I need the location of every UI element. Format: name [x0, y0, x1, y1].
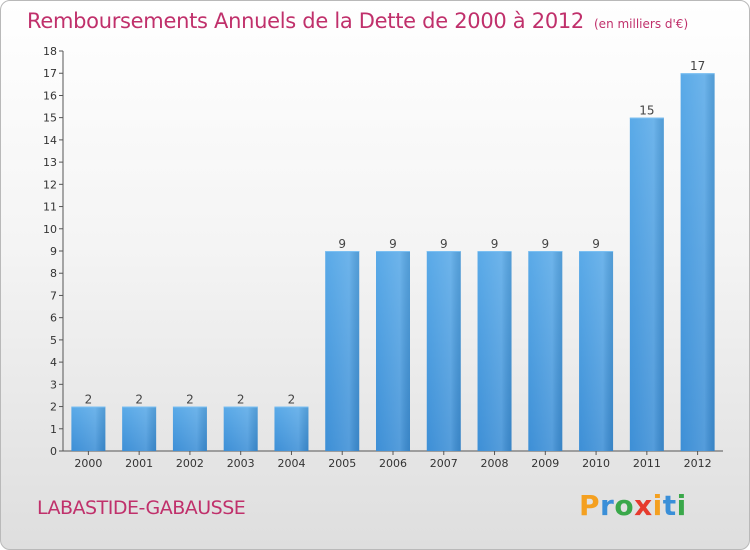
- bar-shade: [477, 251, 512, 451]
- logo-letter: o: [614, 489, 635, 522]
- x-tick-label: 2008: [481, 457, 509, 470]
- data-label: 9: [541, 237, 549, 251]
- x-tick-label: 2010: [582, 457, 610, 470]
- data-label: 15: [639, 104, 654, 118]
- y-tick-label: 4: [50, 356, 57, 369]
- data-label: 2: [186, 393, 194, 407]
- y-tick-label: 9: [50, 245, 57, 258]
- y-tick-label: 0: [50, 445, 57, 458]
- y-tick-label: 18: [43, 45, 57, 58]
- chart-title-text: Remboursements Annuels de la Dette de 20…: [27, 9, 584, 33]
- data-label: 2: [237, 393, 245, 407]
- logo-letter: P: [579, 489, 601, 522]
- logo-letter: x: [634, 489, 653, 522]
- y-tick-label: 7: [50, 289, 57, 302]
- bar-shade: [680, 73, 715, 451]
- y-tick-label: 2: [50, 401, 57, 414]
- logo-letter: i: [676, 489, 687, 522]
- data-label: 2: [85, 393, 93, 407]
- data-label: 17: [690, 59, 705, 73]
- bar-shade: [223, 406, 258, 451]
- proxiti-logo: Proxiti: [579, 489, 687, 522]
- x-tick-label: 2012: [684, 457, 712, 470]
- y-tick-label: 6: [50, 312, 57, 325]
- bar-shade: [172, 406, 207, 451]
- data-label: 9: [592, 237, 600, 251]
- x-tick-label: 2004: [277, 457, 305, 470]
- y-tick-label: 5: [50, 334, 57, 347]
- x-tick-label: 2006: [379, 457, 407, 470]
- data-label: 9: [440, 237, 448, 251]
- place-name: LABASTIDE-GABAUSSE: [37, 497, 246, 519]
- bar-shade: [528, 251, 563, 451]
- x-tick-label: 2003: [227, 457, 255, 470]
- bar-shade: [629, 117, 664, 452]
- logo-letter: t: [662, 489, 677, 522]
- logo-letter: r: [600, 489, 615, 522]
- y-tick-label: 8: [50, 267, 57, 280]
- y-tick-label: 11: [43, 201, 57, 214]
- x-tick-label: 2001: [125, 457, 153, 470]
- chart-subtitle: (en milliers d'€): [594, 17, 689, 31]
- x-tick-label: 2009: [531, 457, 559, 470]
- x-tick-label: 2000: [74, 457, 102, 470]
- y-tick-label: 1: [50, 423, 57, 436]
- x-tick-label: 2002: [176, 457, 204, 470]
- logo-letter: i: [652, 489, 663, 522]
- bar-shade: [426, 251, 461, 451]
- bar-shade: [325, 251, 360, 451]
- data-label: 9: [338, 237, 346, 251]
- x-tick-label: 2007: [430, 457, 458, 470]
- bar-shade: [71, 406, 106, 451]
- bars: 2 2 2 2 2 9 9 9 9 9 9 15 17: [71, 59, 715, 452]
- bar-shade: [376, 251, 410, 451]
- y-tick-label: 13: [43, 156, 57, 169]
- data-label: 2: [135, 393, 143, 407]
- y-tick-label: 16: [43, 89, 57, 102]
- x-tick-label: 2005: [328, 457, 356, 470]
- chart-title: Remboursements Annuels de la Dette de 20…: [27, 9, 688, 33]
- x-tick-label: 2011: [633, 457, 661, 470]
- y-tick-label: 15: [43, 112, 57, 125]
- bar-shade: [122, 406, 157, 451]
- bar-shade: [274, 406, 309, 451]
- y-tick-label: 3: [50, 378, 57, 391]
- data-label: 2: [288, 393, 296, 407]
- data-label: 9: [389, 237, 397, 251]
- y-tick-label: 12: [43, 178, 57, 191]
- data-label: 9: [491, 237, 499, 251]
- y-tick-label: 10: [43, 223, 57, 236]
- y-tick-label: 17: [43, 67, 57, 80]
- bar-shade: [579, 251, 614, 451]
- y-tick-label: 14: [43, 134, 57, 147]
